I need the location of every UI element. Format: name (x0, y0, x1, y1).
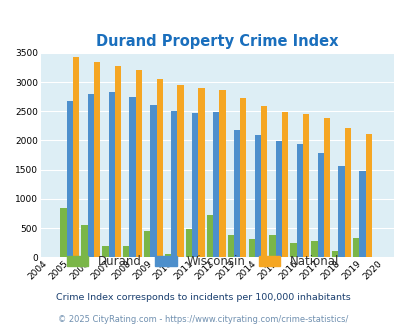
Bar (233, 130, 240, 257)
Title: Durand Property Crime Index: Durand Property Crime Index (96, 34, 338, 49)
Bar (171, 111, 177, 257)
Bar (317, 153, 323, 257)
Bar (275, 141, 281, 257)
Bar (358, 172, 365, 257)
Bar (240, 98, 246, 257)
Bar (281, 112, 288, 257)
Bar (102, 246, 108, 257)
Bar (248, 239, 254, 257)
Bar (219, 90, 225, 257)
Bar (73, 57, 79, 257)
Bar (150, 105, 156, 257)
Bar (213, 113, 219, 257)
Bar (365, 134, 371, 257)
Bar (87, 94, 94, 257)
Bar (108, 92, 115, 257)
Text: Crime Index corresponds to incidents per 100,000 inhabitants: Crime Index corresponds to incidents per… (55, 293, 350, 302)
Bar (185, 229, 192, 257)
Bar (66, 101, 73, 257)
Bar (123, 246, 129, 257)
Bar (311, 241, 317, 257)
Bar (227, 235, 233, 257)
Bar (254, 135, 260, 257)
Bar (177, 85, 183, 257)
Bar (269, 235, 275, 257)
Bar (260, 106, 267, 257)
Bar (144, 231, 150, 257)
Bar (206, 215, 213, 257)
Bar (81, 225, 87, 257)
Bar (60, 208, 66, 257)
Bar (164, 254, 171, 257)
Bar (344, 128, 350, 257)
Bar (338, 166, 344, 257)
Bar (135, 70, 142, 257)
Bar (331, 251, 338, 257)
Bar (192, 113, 198, 257)
Bar (323, 118, 329, 257)
Bar (129, 97, 135, 257)
Bar (302, 114, 309, 257)
Bar (94, 62, 100, 257)
Bar (198, 88, 204, 257)
Text: © 2025 CityRating.com - https://www.cityrating.com/crime-statistics/: © 2025 CityRating.com - https://www.city… (58, 315, 347, 324)
Bar (156, 79, 162, 257)
Bar (352, 238, 358, 257)
Bar (296, 144, 302, 257)
Legend: Durand, Wisconsin, National: Durand, Wisconsin, National (66, 255, 339, 268)
Bar (115, 66, 121, 257)
Bar (290, 243, 296, 257)
